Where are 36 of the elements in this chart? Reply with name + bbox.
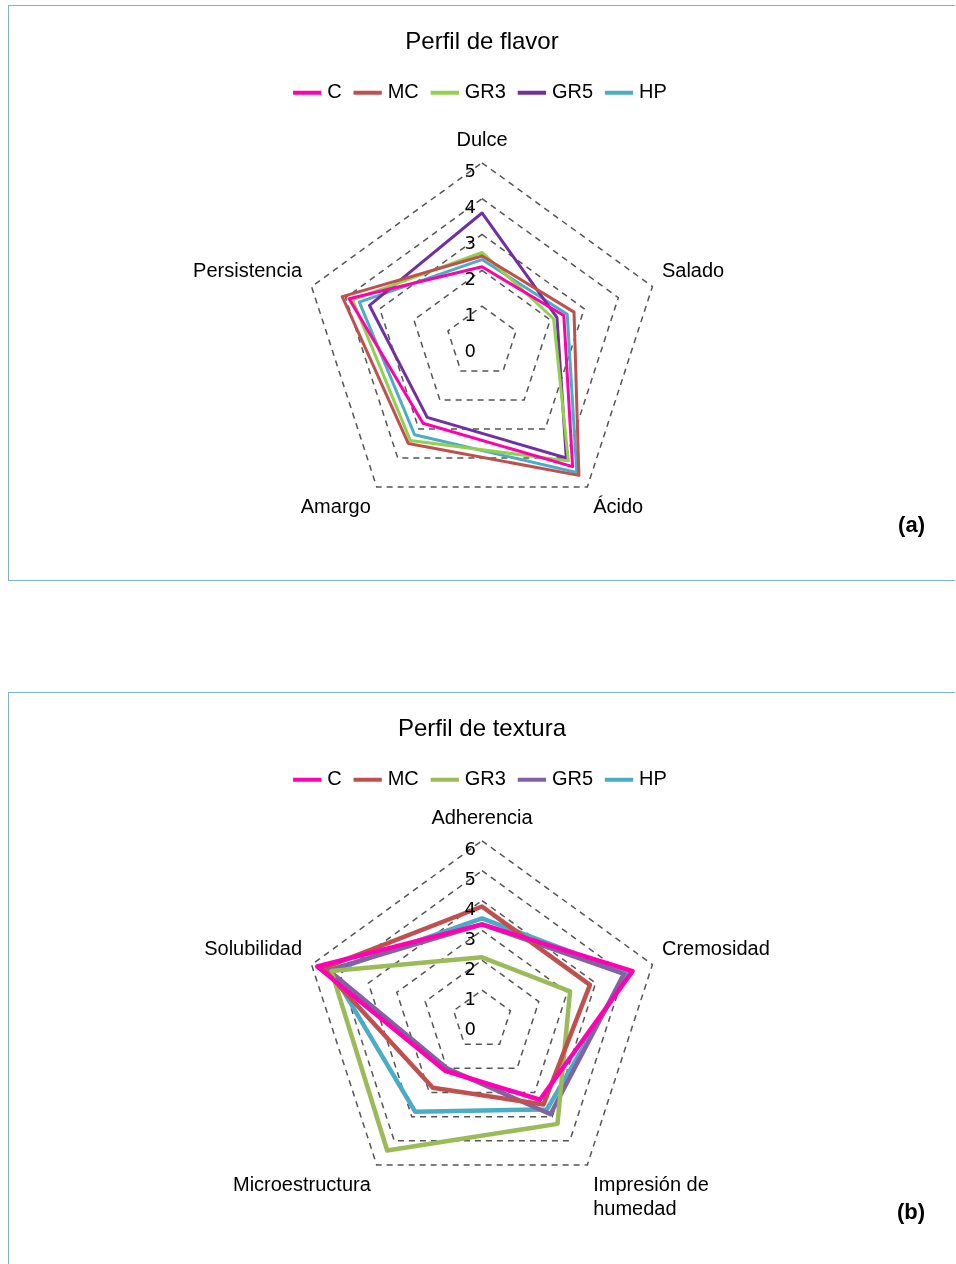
- y-tick-label: 1: [464, 987, 476, 1009]
- spoke-label: Amargo: [300, 494, 371, 517]
- y-tick-label: 3: [464, 928, 476, 950]
- spoke-label: Salado: [661, 259, 725, 282]
- legend-label: GR3: [464, 767, 506, 790]
- legend-label: GR5: [551, 767, 594, 790]
- y-tick-label: 0: [464, 339, 476, 361]
- spoke-label: Persistencia: [193, 259, 303, 282]
- chart-title: Perfil de flavor: [405, 27, 559, 55]
- legend-label: HP: [639, 767, 667, 790]
- text: (a): [898, 512, 925, 538]
- legend-label: C: [327, 767, 342, 790]
- y-tick-label: 5: [464, 868, 476, 890]
- legend-label: MC: [387, 767, 419, 790]
- y-tick-label: 4: [464, 898, 476, 920]
- legend-label: MC: [387, 80, 419, 103]
- spoke-label: Impresión de humedad: [593, 1172, 709, 1219]
- spoke-label: Solubilidad: [204, 937, 303, 960]
- spoke-label: Dulce: [456, 128, 508, 151]
- legend-label: GR3: [464, 80, 506, 103]
- spoke-label: Adherencia: [431, 806, 534, 829]
- y-tick-label: 0: [464, 1017, 476, 1039]
- y-tick-label: 6: [464, 838, 476, 860]
- spoke-label: Cremosidad: [661, 937, 770, 960]
- y-tick-label: 2: [464, 267, 476, 289]
- legend-label: C: [327, 80, 342, 103]
- chart-title: Perfil de textura: [397, 714, 567, 742]
- spoke-label: Microestructura: [232, 1172, 372, 1195]
- spoke-label: Ácido: [593, 494, 644, 517]
- y-tick-label: 3: [464, 232, 476, 254]
- y-tick-label: 4: [464, 196, 476, 218]
- y-tick-label: 5: [464, 160, 476, 182]
- legend-label: HP: [639, 80, 667, 103]
- legend-label: GR5: [551, 80, 594, 103]
- text: (b): [896, 1199, 925, 1225]
- y-tick-label: 1: [464, 303, 476, 325]
